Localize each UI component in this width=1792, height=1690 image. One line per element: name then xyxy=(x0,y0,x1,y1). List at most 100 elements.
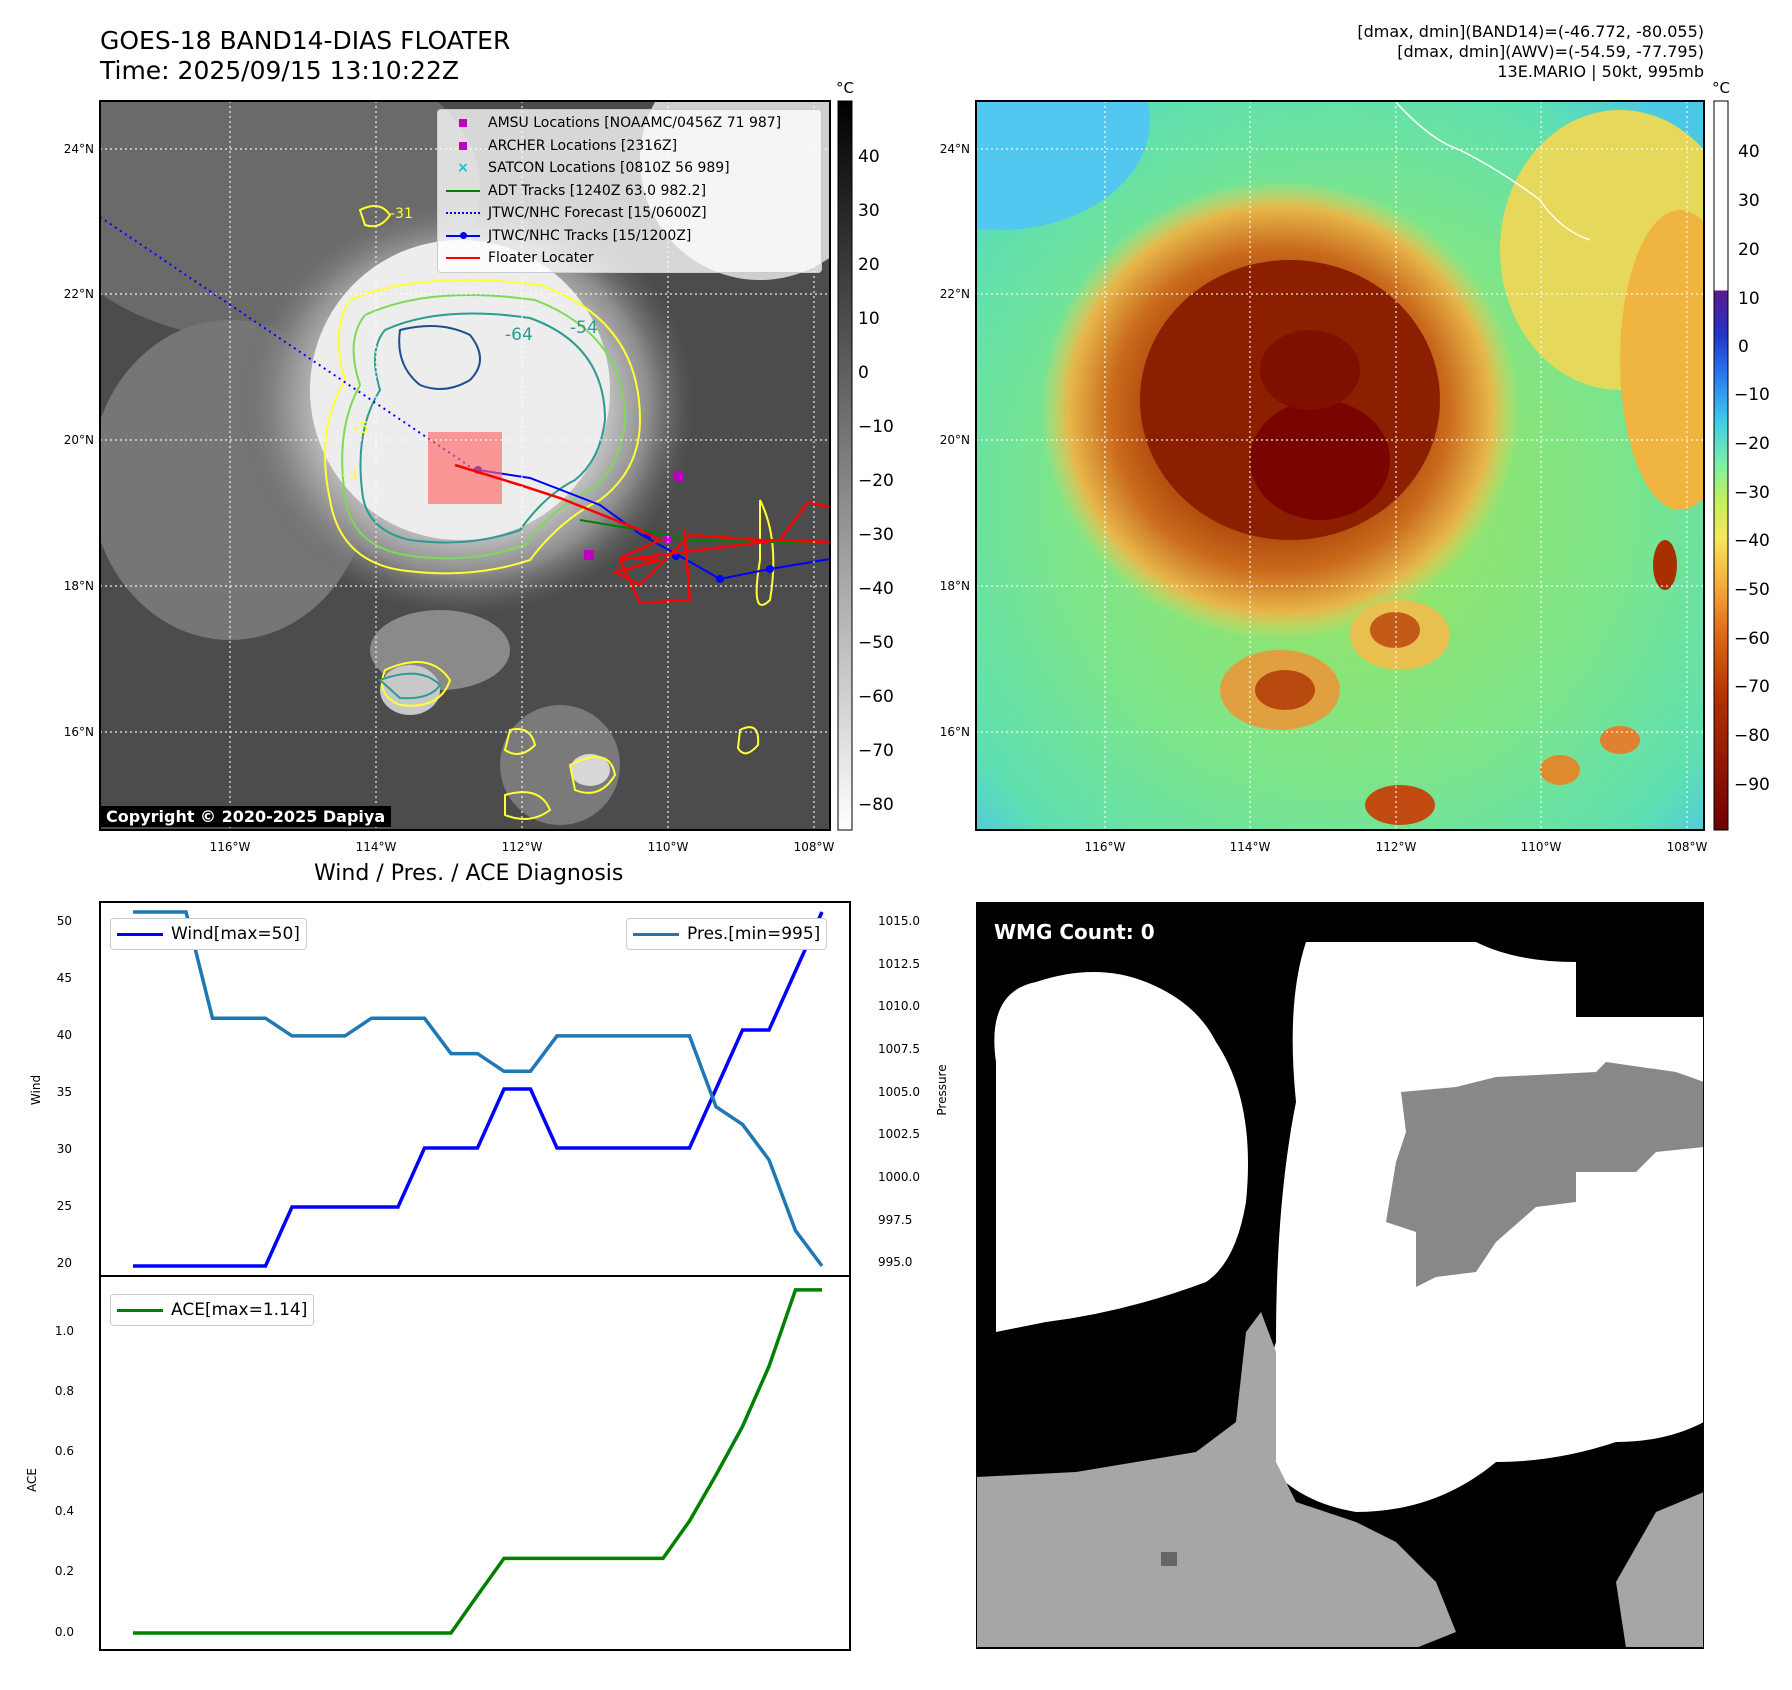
svg-text:0.8: 0.8 xyxy=(55,1384,74,1398)
svg-text:30: 30 xyxy=(1738,191,1760,211)
svg-text:−70: −70 xyxy=(858,741,894,761)
ir-imagery: -64 -54 -31 -5 -3 xyxy=(100,101,830,830)
legend-jtwc-forecast: JTWC/NHC Forecast [15/0600Z] xyxy=(438,202,821,225)
legend-satcon: × SATCON Locations [0810Z 56 989] xyxy=(457,160,730,177)
svg-text:−60: −60 xyxy=(1734,629,1770,649)
legend-adt: ADT Tracks [1240Z 63.0 982.2] xyxy=(438,180,821,203)
svg-text:18°N: 18°N xyxy=(64,579,94,593)
title-line-1: GOES-18 BAND14-DIAS FLOATER xyxy=(100,26,511,55)
svg-text:−40: −40 xyxy=(1734,531,1770,551)
svg-text:−30: −30 xyxy=(1734,483,1770,503)
svg-text:1010.0: 1010.0 xyxy=(878,999,920,1013)
svg-text:24°N: 24°N xyxy=(64,142,94,156)
svg-text:30: 30 xyxy=(57,1142,72,1156)
adt-track xyxy=(579,519,830,543)
svg-text:−10: −10 xyxy=(858,417,894,437)
svg-text:−80: −80 xyxy=(858,795,894,815)
pressure-legend: Pres.[min=995] xyxy=(626,918,828,950)
colorbar-left xyxy=(837,100,853,831)
svg-text:0.0: 0.0 xyxy=(55,1625,74,1639)
svg-text:1000.0: 1000.0 xyxy=(878,1170,920,1184)
svg-text:1002.5: 1002.5 xyxy=(878,1127,920,1141)
lon-labels-right: 116°W 114°W 112°W 110°W 108°W xyxy=(1085,840,1708,854)
title-line-2: Time: 2025/09/15 13:10:22Z xyxy=(100,56,459,85)
svg-text:112°W: 112°W xyxy=(502,840,543,854)
info-line-3: 13E.MARIO | 50kt, 995mb xyxy=(1497,62,1704,81)
archer-marker xyxy=(674,471,684,481)
svg-text:0: 0 xyxy=(1738,337,1749,357)
colorbar-unit-right: °C xyxy=(1712,79,1730,97)
contour-label: -31 xyxy=(390,206,413,222)
svg-text:18°N: 18°N xyxy=(940,579,970,593)
wmg-count-label: WMG Count: 0 xyxy=(994,920,1155,944)
svg-text:1.0: 1.0 xyxy=(55,1324,74,1338)
colorbar-right xyxy=(1713,100,1729,831)
svg-text:35: 35 xyxy=(57,1085,72,1099)
lat-labels-left: 24°N 22°N 20°N 18°N 16°N xyxy=(64,142,94,739)
svg-text:114°W: 114°W xyxy=(1230,840,1271,854)
svg-text:−80: −80 xyxy=(1734,726,1770,746)
contour-label: -5 xyxy=(353,418,369,437)
svg-text:108°W: 108°W xyxy=(794,840,835,854)
svg-text:−50: −50 xyxy=(1734,580,1770,600)
figure-info: [dmax, dmin](BAND14)=(-46.772, -80.055) … xyxy=(1357,22,1704,82)
svg-text:−20: −20 xyxy=(858,471,894,491)
svg-text:−90: −90 xyxy=(1734,775,1770,795)
svg-text:0: 0 xyxy=(858,363,869,383)
svg-text:−40: −40 xyxy=(858,579,894,599)
svg-text:30: 30 xyxy=(858,201,880,221)
ace-axes xyxy=(99,1275,851,1651)
svg-text:−10: −10 xyxy=(1734,385,1770,405)
svg-text:−30: −30 xyxy=(858,525,894,545)
wind-series-line xyxy=(133,911,824,1268)
ace-axis-label: ACE xyxy=(25,1468,39,1492)
colorbar-unit-left: °C xyxy=(836,79,854,97)
svg-text:110°W: 110°W xyxy=(1521,840,1562,854)
ace-series-line xyxy=(133,1288,822,1635)
svg-text:50: 50 xyxy=(57,914,72,928)
svg-text:25: 25 xyxy=(57,1199,72,1213)
map-legend: AMSU Locations [NOAAMC/0456Z 71 987] ARC… xyxy=(437,109,822,273)
svg-text:45: 45 xyxy=(57,971,72,985)
svg-text:1012.5: 1012.5 xyxy=(878,957,920,971)
floater-locater xyxy=(454,463,830,587)
svg-text:−70: −70 xyxy=(1734,677,1770,697)
svg-text:1007.5: 1007.5 xyxy=(878,1042,920,1056)
svg-text:114°W: 114°W xyxy=(356,840,397,854)
svg-text:16°N: 16°N xyxy=(64,725,94,739)
wind-legend: Wind[max=50] xyxy=(110,918,307,950)
contour-label: -64 xyxy=(505,325,533,345)
wind-pres-axes xyxy=(99,901,851,1277)
svg-text:22°N: 22°N xyxy=(940,287,970,301)
wind-axis-label: Wind xyxy=(29,1075,43,1105)
diagnosis-title: Wind / Pres. / ACE Diagnosis xyxy=(314,861,624,886)
svg-text:112°W: 112°W xyxy=(1376,840,1417,854)
legend-archer: ARCHER Locations [2316Z] xyxy=(438,135,821,158)
svg-text:1005.0: 1005.0 xyxy=(878,1085,920,1099)
info-line-2: [dmax, dmin](AWV)=(-54.59, -77.795) xyxy=(1397,42,1704,61)
svg-text:0.6: 0.6 xyxy=(55,1444,74,1458)
svg-text:110°W: 110°W xyxy=(648,840,689,854)
svg-text:−50: −50 xyxy=(858,633,894,653)
svg-text:20: 20 xyxy=(1738,240,1760,260)
amsu-marker xyxy=(584,550,594,560)
svg-text:995.0: 995.0 xyxy=(878,1255,912,1269)
wmg-panel xyxy=(976,902,1704,1649)
legend-amsu: AMSU Locations [NOAAMC/0456Z 71 987] xyxy=(438,112,821,135)
svg-text:40: 40 xyxy=(1738,142,1760,162)
svg-text:116°W: 116°W xyxy=(1085,840,1126,854)
svg-text:20: 20 xyxy=(858,255,880,275)
jtwc-track xyxy=(477,469,830,581)
svg-text:20°N: 20°N xyxy=(940,433,970,447)
svg-text:997.5: 997.5 xyxy=(878,1213,912,1227)
lat-labels-right: 24°N 22°N 20°N 18°N 16°N xyxy=(940,142,970,739)
svg-text:24°N: 24°N xyxy=(940,142,970,156)
pressure-series-line xyxy=(133,910,824,1268)
map-panels: -64 -54 -31 -5 -3 °C 40 30 20 10 0 −10 −… xyxy=(64,79,1770,854)
ace-ticks: 1.0 0.8 0.6 0.4 0.2 0.0 xyxy=(55,1324,74,1639)
jtwc-forecast-track xyxy=(100,216,479,473)
svg-text:20: 20 xyxy=(57,1256,72,1270)
ace-legend: ACE[max=1.14] xyxy=(110,1294,315,1326)
legend-jtwc-tracks: JTWC/NHC Tracks [15/1200Z] xyxy=(438,225,821,248)
svg-text:108°W: 108°W xyxy=(1667,840,1708,854)
